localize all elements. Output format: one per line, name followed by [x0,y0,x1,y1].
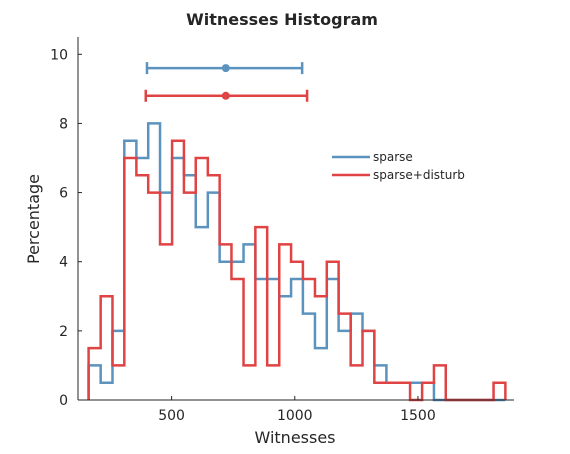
x-tick-label: 500 [158,408,185,424]
y-tick-label: 8 [59,116,68,132]
x-tick-label: 1000 [277,408,313,424]
legend-entry-label: sparse [373,150,413,164]
y-tick-label: 0 [59,393,68,409]
y-tick-label: 4 [59,255,68,271]
x-tick-label: 1500 [400,408,436,424]
error-bar-sparse [145,62,304,75]
legend: sparse sparse+disturb [332,150,465,182]
chart-title: Witnesses Histogram [186,10,378,29]
y-axis-label: Percentage [24,174,43,264]
mean-marker [221,64,230,73]
mean-marker [221,91,230,100]
x-axis-label: Witnesses [254,428,335,447]
y-ticks: 0 2 4 6 8 10 [50,47,82,409]
error-bar-sparse-disturb [144,89,309,102]
plot-area [87,62,507,402]
x-ticks: 500 1000 1500 [158,396,436,424]
legend-entry-label: sparse+disturb [373,168,465,182]
y-tick-label: 2 [59,324,68,340]
axes [77,37,514,401]
y-tick-label: 6 [59,186,68,202]
y-tick-label: 10 [50,47,68,63]
histogram-series-sparse-disturb [87,139,507,402]
